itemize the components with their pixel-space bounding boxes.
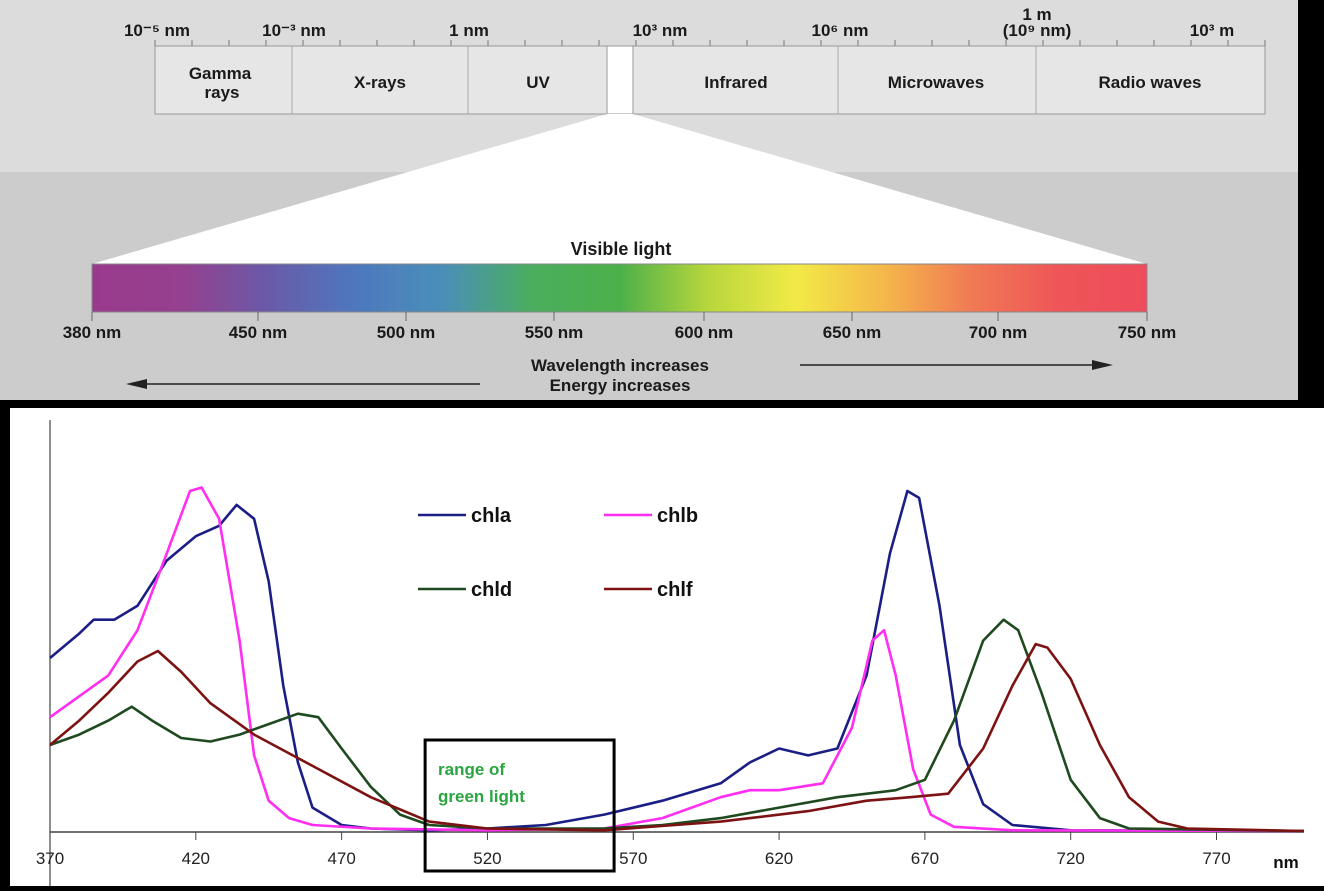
legend: chla chlb chld chlf	[418, 505, 698, 601]
chart-background	[10, 408, 1324, 886]
energy-arrowhead	[126, 379, 147, 389]
energy-caption: Energy increases	[550, 376, 691, 395]
x-ticks: 370 420 470 520 570 620 670 720 770	[36, 832, 1231, 868]
x-tick-label: 570	[619, 849, 647, 868]
scale-label: 10⁶ nm	[812, 21, 869, 40]
scale-label: 10⁻³ nm	[262, 21, 326, 40]
scale-label: 1 nm	[449, 21, 489, 40]
x-tick-label: 770	[1202, 849, 1230, 868]
visible-light-title: Visible light	[571, 239, 672, 259]
band-label-gamma: rays	[205, 83, 240, 102]
green-range-box	[423, 738, 616, 873]
x-tick-label: 520	[473, 849, 501, 868]
visible-tick-label: 650 nm	[823, 323, 882, 342]
x-tick-label: 470	[327, 849, 355, 868]
band-label-gamma: Gamma	[189, 64, 252, 83]
x-tick-label: 620	[765, 849, 793, 868]
scale-label: 10³ nm	[633, 21, 688, 40]
scale-label: (10⁹ nm)	[1003, 21, 1072, 40]
visible-tick-label: 600 nm	[675, 323, 734, 342]
wavelength-arrowhead	[1092, 360, 1113, 370]
visible-tick-label: 450 nm	[229, 323, 288, 342]
legend-label-chla: chla	[471, 505, 512, 527]
series-lines	[49, 486, 1305, 833]
band-label-microwaves: Microwaves	[888, 73, 984, 92]
zoom-triangle	[92, 114, 1147, 264]
visible-spectrum-bar	[91, 263, 1148, 313]
legend-label-chlb: chlb	[657, 505, 698, 527]
visible-tick-label: 750 nm	[1118, 323, 1177, 342]
series-line-chla	[49, 489, 1305, 833]
x-tick-label: 720	[1057, 849, 1085, 868]
band-label-radio: Radio waves	[1099, 73, 1202, 92]
wavelength-caption: Wavelength increases	[531, 356, 709, 375]
band-label-xrays: X-rays	[354, 73, 406, 92]
green-range-annotation: range of green light	[423, 738, 616, 873]
legend-label-chld: chld	[471, 579, 512, 601]
scale-label: 10³ m	[1190, 21, 1234, 40]
x-tick-label: 370	[36, 849, 64, 868]
spectrum-panel: 10⁻⁵ nm 10⁻³ nm 1 nm 10³ nm 10⁶ nm 1 m (…	[0, 0, 1298, 400]
annotation-line: range of	[438, 760, 505, 779]
band-label-uv: UV	[526, 73, 550, 92]
scale-label: 1 m	[1022, 5, 1051, 24]
legend-label-chlf: chlf	[657, 579, 693, 601]
band-label-infrared: Infrared	[704, 73, 767, 92]
band-strip	[154, 45, 1266, 115]
x-tick-label: 670	[911, 849, 939, 868]
visible-tick-label: 380 nm	[63, 323, 122, 342]
scale-ticks	[154, 40, 1266, 46]
visible-tick-label: 700 nm	[969, 323, 1028, 342]
visible-slot	[606, 45, 634, 115]
scale-label: 10⁻⁵ nm	[124, 21, 190, 40]
absorption-chart: 370 420 470 520 570 620 670 720 770 nm chla chlb…	[10, 408, 1324, 886]
x-tick-label: 420	[182, 849, 210, 868]
series-line-chlf	[49, 642, 1305, 833]
annotation-line: green light	[438, 787, 525, 806]
x-axis-unit: nm	[1273, 853, 1299, 872]
visible-tick-label: 550 nm	[525, 323, 584, 342]
visible-tick-label: 500 nm	[377, 323, 436, 342]
visible-ticks	[91, 312, 1148, 321]
